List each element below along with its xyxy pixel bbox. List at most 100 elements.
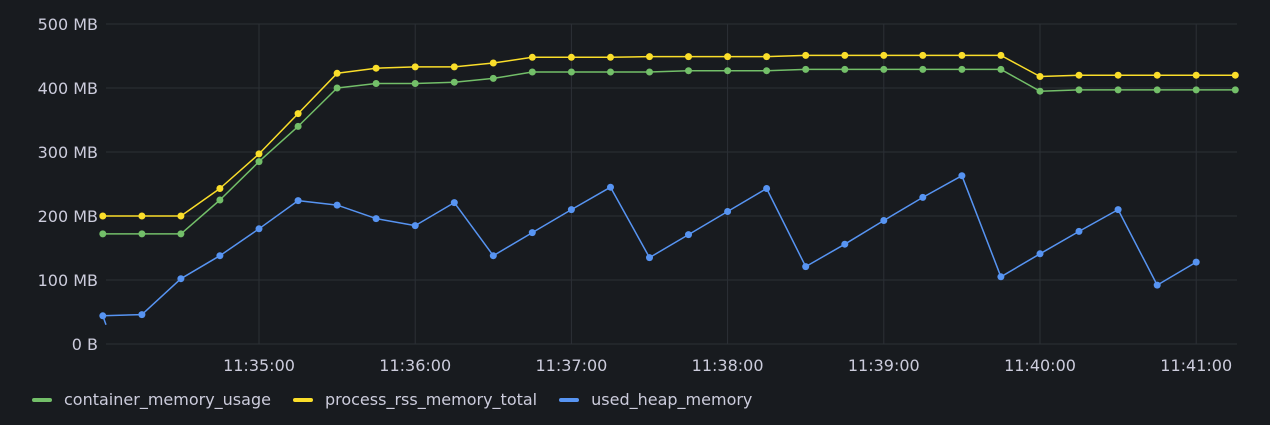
data-point[interactable] [372, 80, 380, 87]
data-point[interactable] [333, 201, 341, 209]
data-point[interactable] [880, 51, 888, 59]
data-point[interactable] [958, 65, 966, 73]
data-point[interactable] [724, 208, 732, 215]
data-point[interactable] [372, 215, 380, 223]
data-point[interactable] [489, 252, 497, 260]
data-point[interactable] [138, 311, 146, 319]
data-point[interactable] [1114, 206, 1122, 214]
x-tick-label: 11:38:00 [692, 356, 764, 375]
data-point[interactable] [255, 150, 263, 158]
data-point[interactable] [372, 64, 380, 72]
x-tick-label: 11:37:00 [535, 356, 607, 375]
data-point[interactable] [99, 212, 107, 220]
data-point[interactable] [177, 230, 185, 238]
data-point[interactable] [880, 65, 888, 73]
data-point[interactable] [138, 230, 146, 238]
data-point[interactable] [333, 69, 341, 77]
data-point[interactable] [1114, 86, 1122, 94]
data-point[interactable] [919, 193, 927, 201]
data-point[interactable] [802, 263, 810, 271]
data-point[interactable] [216, 252, 224, 260]
data-point[interactable] [528, 68, 536, 76]
data-point[interactable] [685, 53, 692, 61]
legend-label: process_rss_memory_total [324, 390, 538, 409]
data-point[interactable] [1231, 71, 1239, 79]
data-point[interactable] [763, 67, 771, 75]
data-point[interactable] [1114, 71, 1122, 79]
data-point[interactable] [1192, 258, 1200, 266]
data-point[interactable] [333, 84, 341, 92]
data-point[interactable] [489, 59, 497, 67]
data-point[interactable] [1075, 86, 1083, 94]
data-point[interactable] [919, 51, 927, 59]
data-point[interactable] [1192, 71, 1200, 79]
data-point[interactable] [646, 254, 653, 262]
data-point[interactable] [646, 53, 653, 61]
data-point[interactable] [99, 230, 107, 238]
data-point[interactable] [177, 212, 185, 220]
data-point[interactable] [685, 231, 692, 239]
data-point[interactable] [177, 275, 185, 283]
data-point[interactable] [216, 196, 224, 204]
data-point[interactable] [567, 68, 575, 76]
data-point[interactable] [528, 229, 536, 237]
data-point[interactable] [724, 67, 732, 75]
data-point[interactable] [841, 51, 849, 59]
data-point[interactable] [450, 199, 458, 207]
data-point[interactable] [450, 78, 458, 86]
data-point[interactable] [411, 80, 419, 87]
data-point[interactable] [685, 67, 692, 75]
data-point[interactable] [958, 172, 966, 180]
data-point[interactable] [216, 185, 224, 192]
data-point[interactable] [607, 68, 614, 76]
data-point[interactable] [724, 53, 732, 61]
data-point[interactable] [1036, 250, 1044, 258]
data-point[interactable] [997, 51, 1005, 59]
data-point[interactable] [1231, 86, 1239, 94]
data-point[interactable] [646, 68, 653, 76]
data-point[interactable] [1153, 86, 1161, 94]
data-point[interactable] [1036, 87, 1044, 95]
data-point[interactable] [1153, 71, 1161, 79]
data-point[interactable] [1192, 86, 1200, 94]
data-point[interactable] [411, 222, 419, 230]
data-point[interactable] [763, 185, 771, 192]
series-line-process-rss-memory-total [102, 54, 1236, 217]
data-point[interactable] [997, 273, 1005, 281]
y-tick-label: 0 B [72, 335, 98, 354]
data-point[interactable] [880, 217, 888, 224]
data-point[interactable] [1036, 73, 1044, 80]
x-tick-label: 11:41:00 [1160, 356, 1232, 375]
data-point[interactable] [255, 225, 263, 233]
data-point[interactable] [567, 206, 575, 214]
data-point[interactable] [841, 65, 849, 73]
data-point[interactable] [528, 53, 536, 61]
data-point[interactable] [138, 212, 146, 220]
data-point[interactable] [255, 158, 263, 166]
data-point[interactable] [802, 51, 810, 59]
data-point[interactable] [841, 240, 849, 248]
data-point[interactable] [958, 51, 966, 59]
data-point[interactable] [294, 122, 302, 130]
data-point[interactable] [997, 65, 1005, 73]
data-point[interactable] [763, 53, 771, 61]
data-point[interactable] [1075, 227, 1083, 235]
data-point[interactable] [802, 65, 810, 73]
data-point[interactable] [1075, 71, 1083, 79]
legend-item-process-rss-memory-total[interactable]: process_rss_memory_total [292, 390, 538, 409]
data-point[interactable] [567, 53, 575, 61]
data-point[interactable] [294, 197, 302, 205]
data-point[interactable] [489, 74, 497, 82]
data-point[interactable] [99, 312, 107, 320]
data-point[interactable] [450, 63, 458, 71]
data-point[interactable] [607, 183, 614, 191]
data-point[interactable] [1153, 281, 1161, 289]
x-tick-label: 11:40:00 [1004, 356, 1076, 375]
data-point[interactable] [294, 110, 302, 118]
data-point[interactable] [607, 53, 614, 61]
data-point[interactable] [411, 63, 419, 71]
y-tick-label: 400 MB [38, 79, 98, 98]
data-point[interactable] [919, 65, 927, 73]
legend-item-container-memory-usage[interactable]: container_memory_usage [32, 390, 271, 409]
legend-item-used-heap-memory[interactable]: used_heap_memory [559, 390, 752, 409]
